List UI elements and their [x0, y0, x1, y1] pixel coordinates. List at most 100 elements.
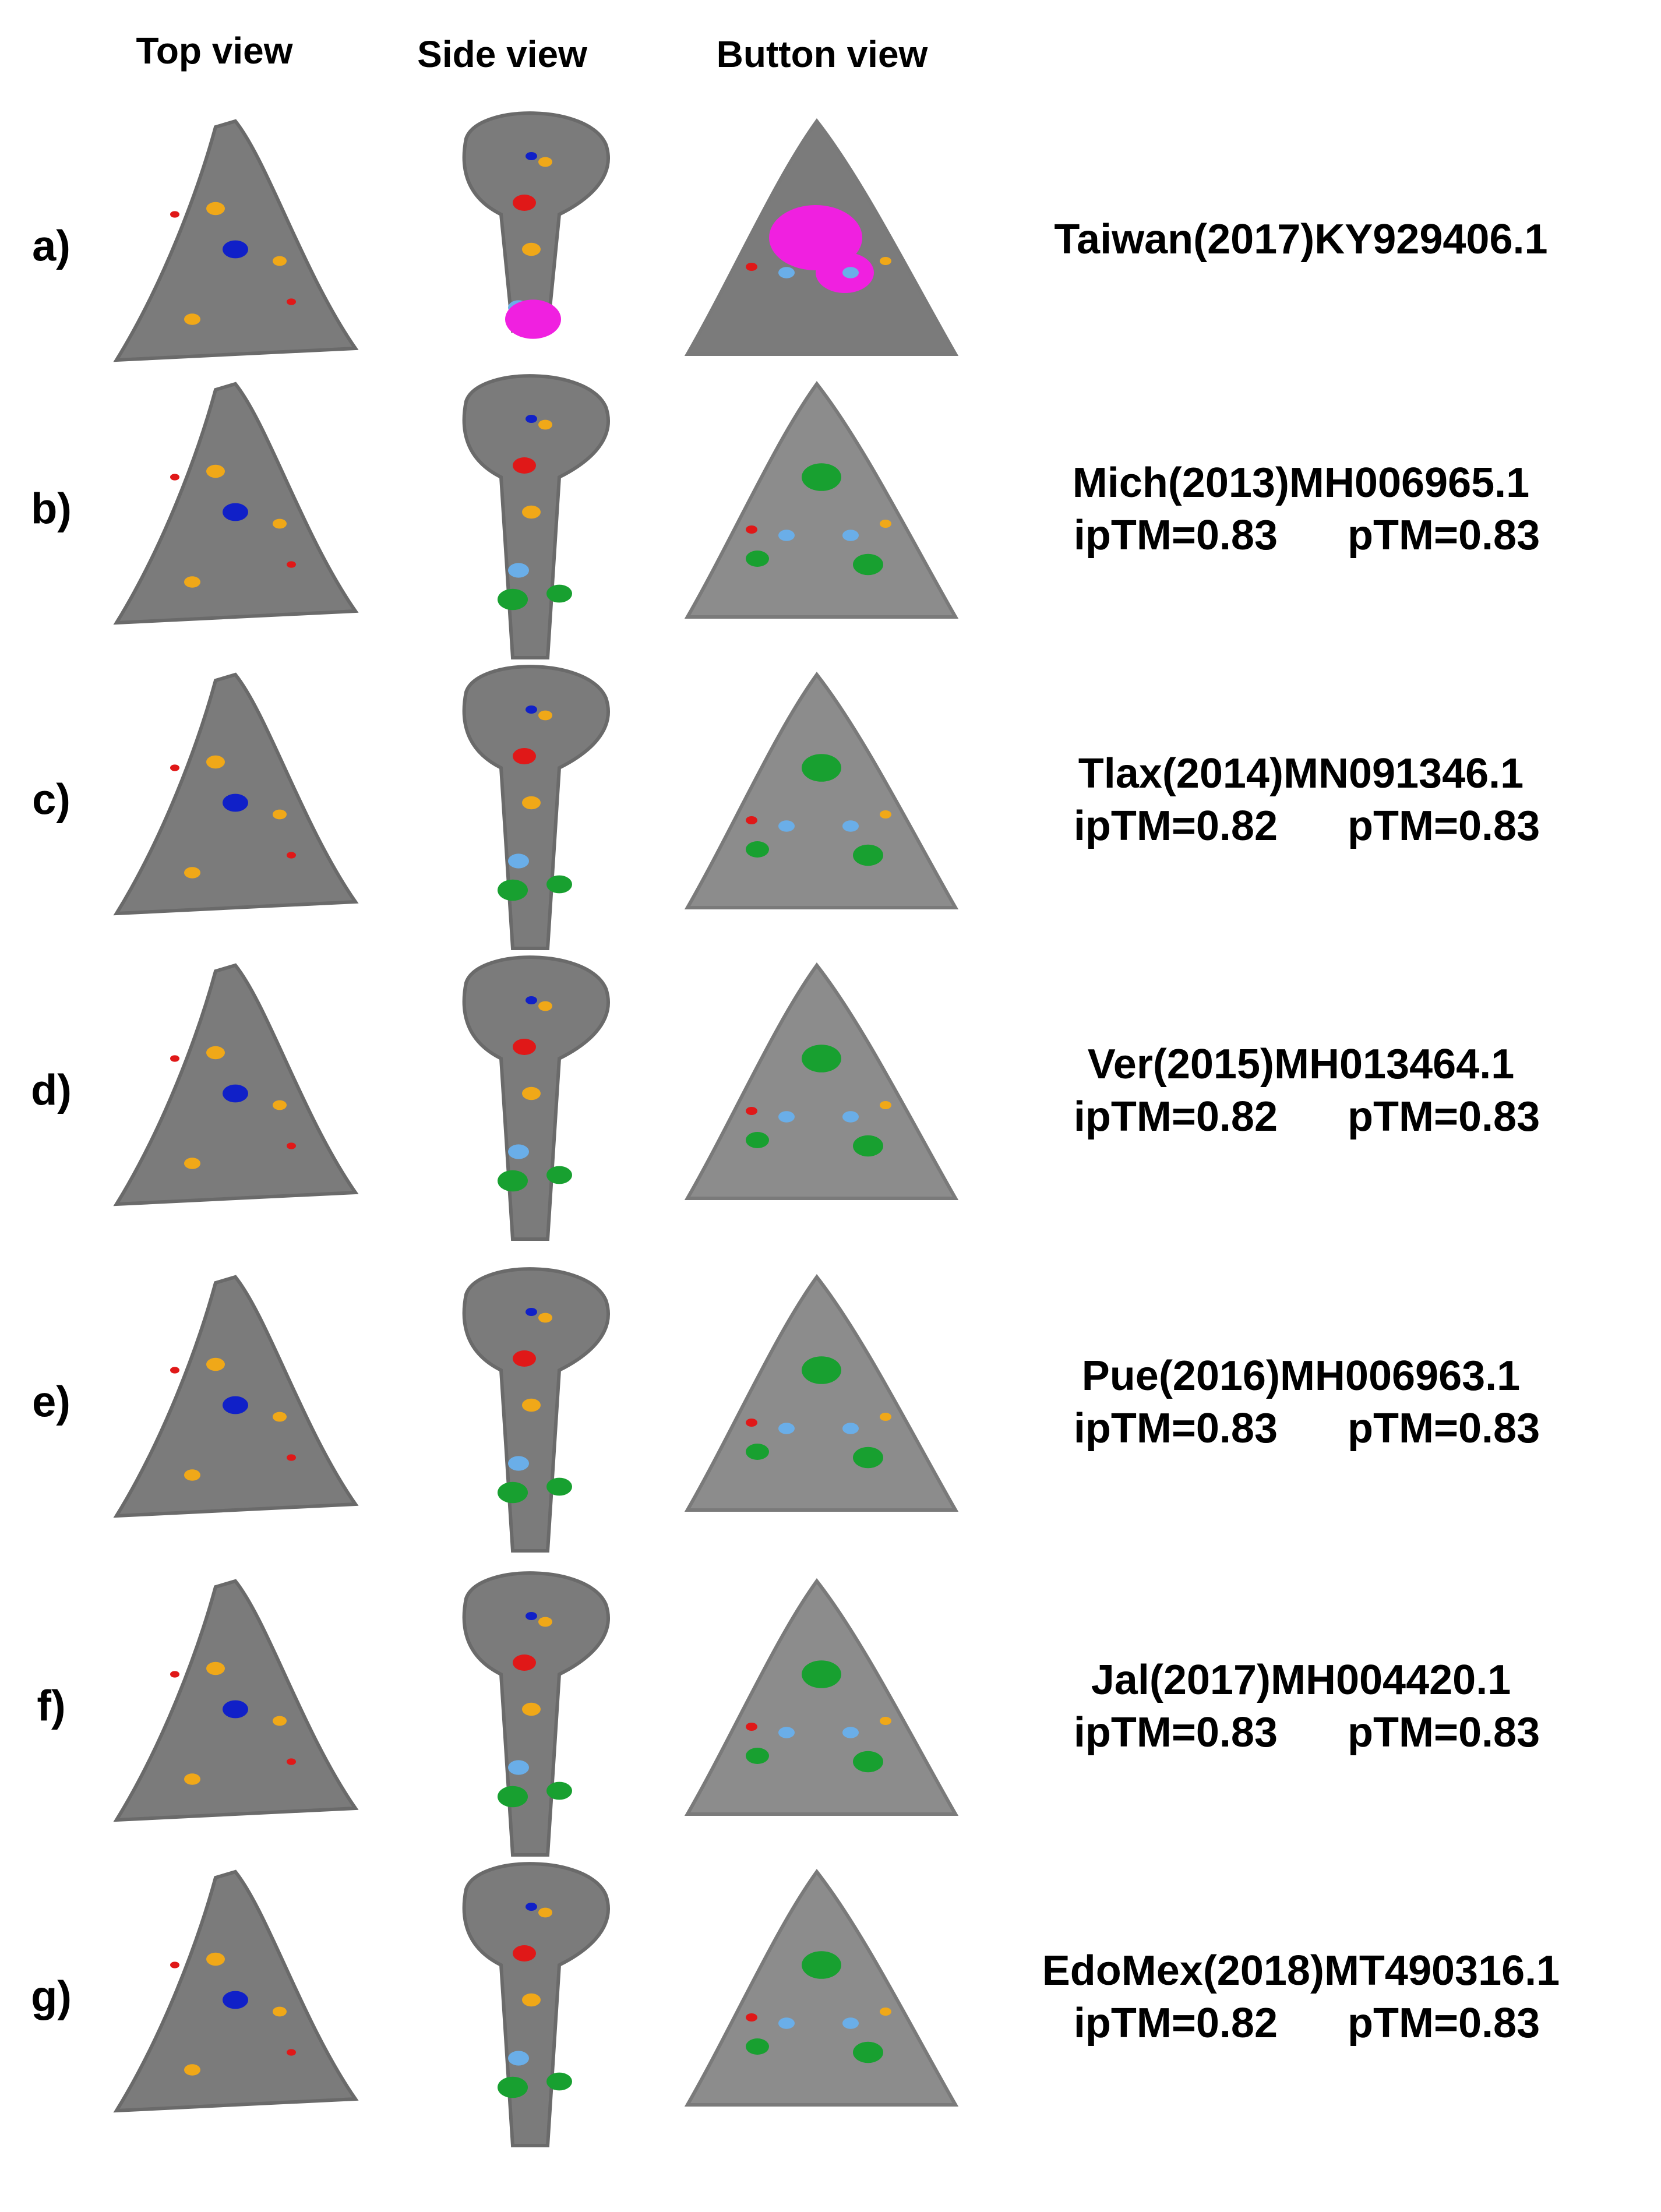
residue-patch: [223, 1396, 248, 1414]
residue-patch: [522, 1398, 541, 1412]
top-view-structure: [113, 119, 359, 362]
side-view-structure: [462, 1571, 610, 1857]
residue-patch: [746, 1107, 757, 1115]
residue-patch: [802, 754, 841, 782]
residue-patch: [184, 867, 200, 879]
residue-patch: [223, 1084, 248, 1103]
ptm-score: pTM=0.83: [1348, 512, 1540, 559]
residue-patch: [513, 195, 536, 211]
side-view-structure: [462, 111, 610, 339]
residue-patch: [513, 748, 536, 764]
residue-patch: [842, 530, 859, 541]
residue-patch: [287, 298, 296, 305]
residue-patch: [522, 1993, 541, 2007]
residue-patch: [546, 1166, 572, 1184]
residue-patch: [223, 1991, 248, 2009]
top-view-structure: [113, 1579, 359, 1822]
residue-patch: [206, 1952, 225, 1966]
residue-patch: [880, 520, 891, 528]
top-view-structure: [113, 672, 359, 916]
residue-patch: [538, 710, 552, 721]
residue-patch: [206, 1357, 225, 1371]
residue-patch: [206, 1661, 225, 1675]
residue-patch: [546, 584, 572, 603]
residue-patch: [508, 1760, 529, 1775]
residue-patch: [170, 1055, 179, 1062]
residue-patch: [880, 1717, 891, 1725]
residue-patch: [746, 1132, 769, 1148]
residue-patch: [746, 2013, 757, 2022]
residue-patch: [522, 505, 541, 519]
residue-patch: [778, 267, 795, 278]
top-view-structure: [113, 382, 359, 625]
ptm-score: pTM=0.83: [1348, 1709, 1540, 1756]
strain-name: Mich(2013)MH006965.1: [1073, 460, 1529, 506]
residue-patch: [538, 1907, 552, 1918]
residue-patch: [538, 1001, 552, 1011]
residue-patch: [842, 2017, 859, 2029]
residue-patch: [513, 1654, 536, 1671]
residue-patch: [842, 1423, 859, 1434]
iptm-score: ipTM=0.82: [1074, 803, 1278, 849]
residue-patch: [223, 1700, 248, 1719]
residue-patch: [746, 1723, 757, 1731]
residue-patch: [223, 240, 248, 259]
residue-patch: [546, 2072, 572, 2091]
residue-patch: [546, 1477, 572, 1496]
residue-patch: [778, 1111, 795, 1123]
top-view-structure: [113, 1869, 359, 2113]
strain-name: EdoMex(2018)MT490316.1: [1042, 1948, 1560, 1994]
residue-patch: [508, 1456, 529, 1471]
strain-name: Taiwan(2017)KY929406.1: [1054, 216, 1547, 263]
residue-patch: [526, 1308, 537, 1316]
residue-patch: [538, 1617, 552, 1627]
iptm-score: ipTM=0.83: [1074, 1709, 1278, 1756]
protein-surface: [462, 111, 610, 333]
residue-patch: [853, 1135, 883, 1157]
side-view-structure: [462, 1267, 610, 1553]
residue-patch: [778, 820, 795, 832]
residue-patch: [498, 1786, 528, 1808]
top-view-structure: [113, 1275, 359, 1518]
ptm-score: pTM=0.83: [1348, 803, 1540, 849]
residue-patch: [526, 705, 537, 714]
residue-patch: [746, 2038, 769, 2055]
residue-patch: [522, 1086, 541, 1100]
residue-patch: [513, 1350, 536, 1367]
button-view-structure: [684, 671, 959, 909]
side-view-structure: [462, 374, 610, 659]
iptm-score: ipTM=0.83: [1074, 1405, 1278, 1452]
residue-patch: [746, 816, 757, 824]
row-label: f): [37, 1682, 65, 1730]
residue-patch: [498, 879, 528, 901]
residue-patch: [206, 464, 225, 478]
residue-patch: [746, 841, 769, 858]
residue-patch: [842, 1727, 859, 1738]
residue-patch: [526, 996, 537, 1004]
residue-patch: [508, 2051, 529, 2066]
residue-patch: [526, 152, 537, 160]
residue-patch: [287, 2049, 296, 2056]
residue-patch: [526, 415, 537, 423]
top-view-structure: [113, 963, 359, 1206]
residue-patch: [746, 1419, 757, 1427]
residue-patch: [206, 202, 225, 216]
residue-patch: [538, 157, 552, 167]
button-view-structure: [684, 1578, 959, 1816]
residue-patch: [778, 2017, 795, 2029]
residue-patch: [802, 1045, 841, 1073]
residue-patch: [880, 2008, 891, 2016]
residue-patch: [498, 1170, 528, 1192]
residue-patch: [287, 1758, 296, 1765]
residue-patch: [170, 474, 179, 481]
residue-patch: [206, 755, 225, 769]
residue-patch: [802, 463, 841, 491]
residue-patch: [880, 257, 891, 265]
residue-patch: [508, 563, 529, 578]
button-view-structure: [684, 380, 959, 619]
residue-patch: [287, 1142, 296, 1149]
residue-patch: [746, 1748, 769, 1764]
residue-patch: [513, 1945, 536, 1961]
strain-name: Pue(2016)MH006963.1: [1082, 1353, 1520, 1399]
row-label: c): [32, 775, 70, 824]
